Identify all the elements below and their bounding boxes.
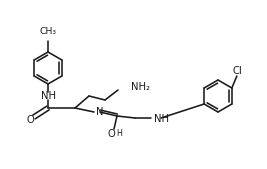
Text: N: N [96, 107, 104, 117]
Text: O: O [107, 129, 115, 139]
Text: NH: NH [154, 114, 169, 124]
Text: NH: NH [41, 91, 56, 101]
Text: Cl: Cl [233, 66, 243, 76]
Text: CH₃: CH₃ [40, 27, 57, 36]
Text: NH₂: NH₂ [131, 82, 150, 92]
Text: H: H [116, 129, 122, 139]
Text: O: O [26, 115, 34, 125]
